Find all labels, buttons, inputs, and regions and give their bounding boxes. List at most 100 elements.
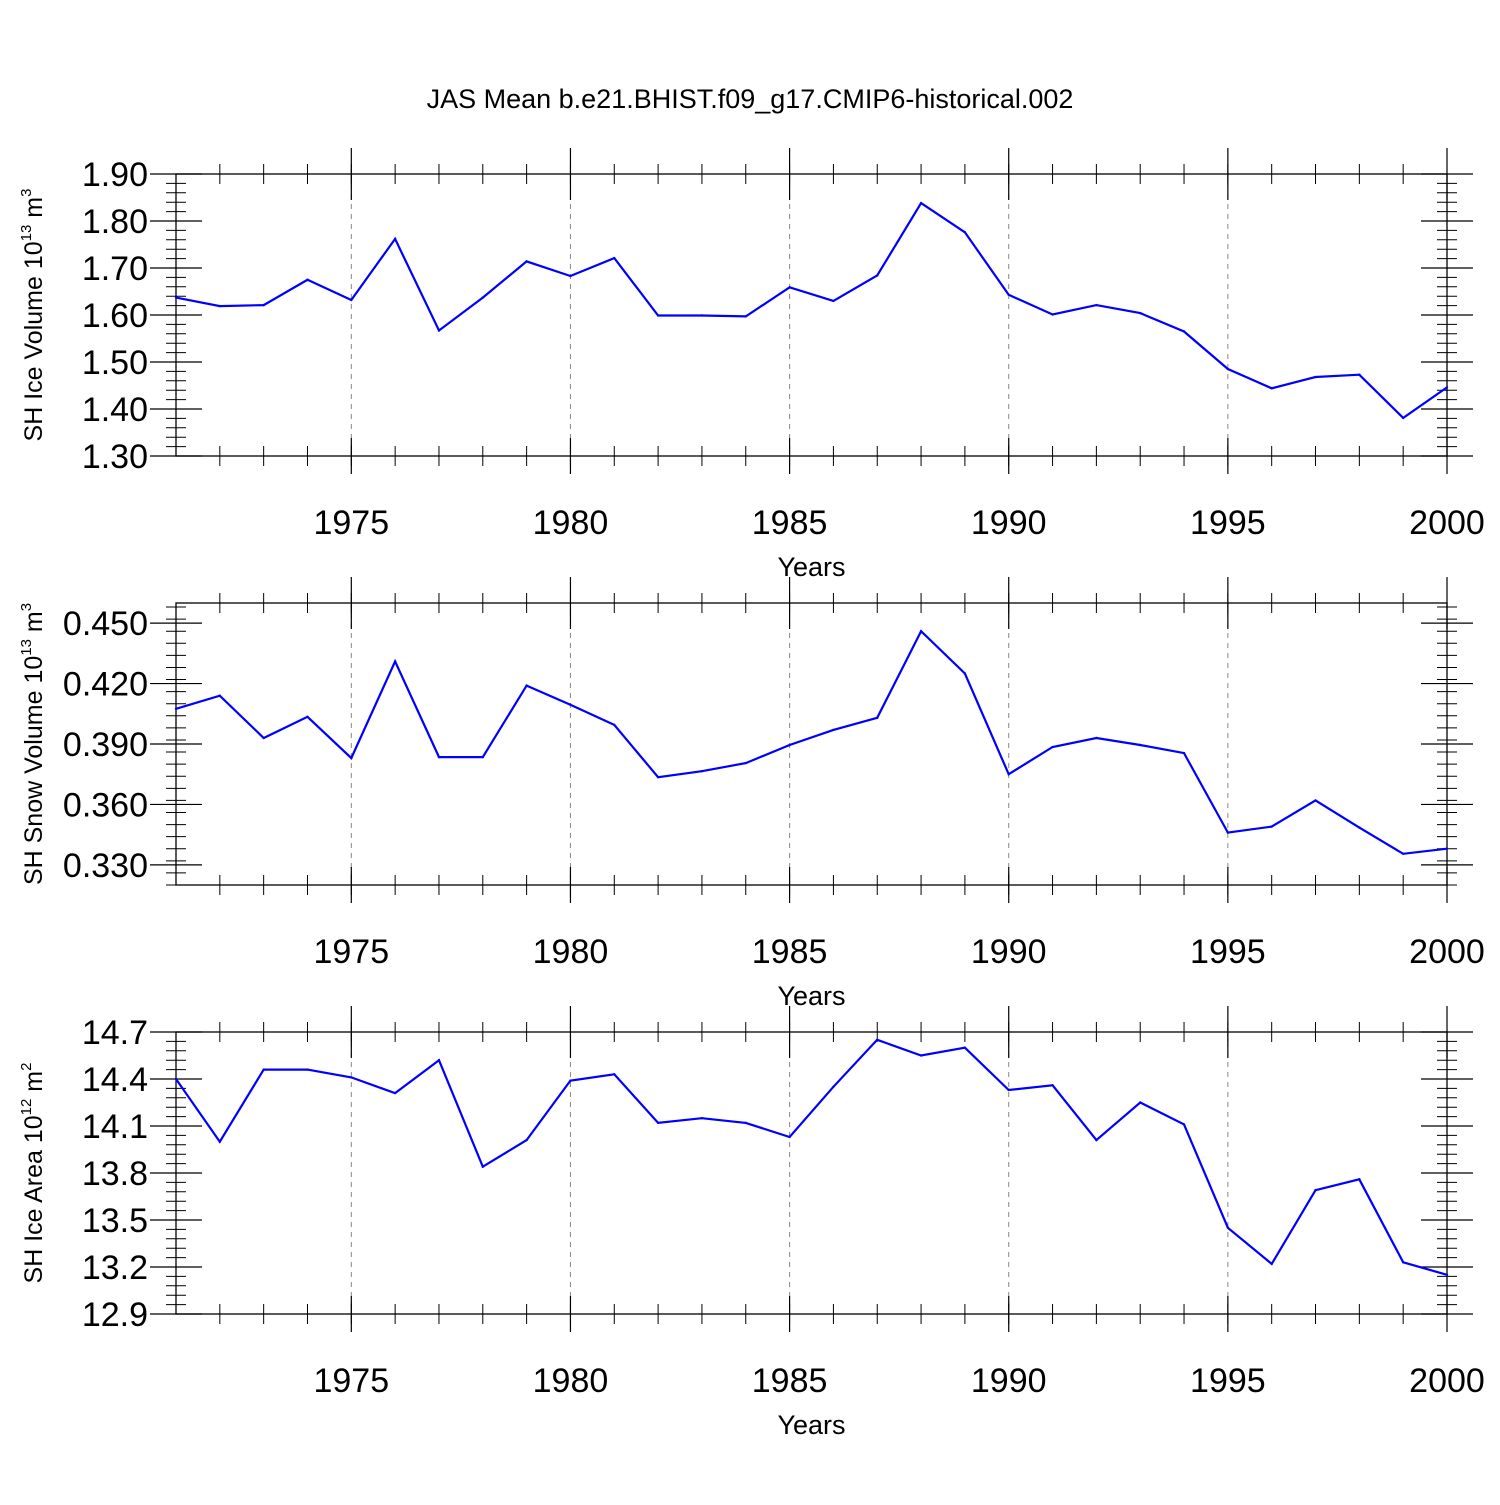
data-point (1358, 826, 1361, 829)
y-tick-label: 14.1 (82, 1108, 148, 1146)
data-point (744, 1121, 747, 1125)
data-point (1314, 799, 1317, 802)
x-tick-label: 1995 (1190, 1362, 1266, 1400)
data-point (306, 278, 309, 281)
data-point (262, 736, 265, 740)
data-point (1182, 1123, 1186, 1126)
data-point (1139, 1101, 1142, 1104)
data-point (1007, 1088, 1010, 1092)
series-line (175, 201, 1448, 420)
data-point (700, 769, 704, 773)
y-tick-label: 0.450 (63, 605, 148, 643)
plot-frame (175, 173, 1448, 457)
data-point (963, 672, 967, 675)
y-axis-title-main: SH Ice Area 10 (20, 1115, 48, 1283)
y-tick-label: 0.420 (63, 666, 148, 704)
data-point (876, 274, 879, 277)
data-point (656, 1121, 660, 1125)
data-point (525, 684, 528, 687)
x-tick-label: 2000 (1409, 1362, 1485, 1400)
data-point (306, 1068, 309, 1071)
x-tick-label: 1990 (971, 933, 1047, 971)
y-axis-title: SH Ice Volume 1013 m3 (18, 189, 48, 442)
x-tick-label: 1985 (752, 504, 828, 542)
data-point (876, 716, 879, 720)
data-point (262, 303, 265, 307)
data-point (1314, 375, 1317, 379)
data-point (919, 630, 923, 633)
y-tick-label: 1.40 (82, 391, 148, 429)
data-point (1139, 311, 1142, 315)
data-point (393, 660, 397, 663)
y-axis-title: SH Ice Area 1012 m2 (18, 1063, 48, 1284)
y-axis-title-exponent: 13 (18, 225, 35, 242)
data-point (218, 694, 222, 697)
y-tick-label: 0.390 (63, 726, 148, 764)
y-tick-label: 0.330 (63, 847, 148, 885)
data-point (1051, 313, 1054, 316)
data-point (613, 723, 616, 727)
data-point (1095, 736, 1098, 740)
data-point (437, 1059, 441, 1062)
data-point (174, 296, 178, 299)
data-point (393, 237, 397, 241)
data-point (1270, 387, 1273, 390)
y-tick-label: 1.30 (82, 438, 148, 476)
data-point (1182, 330, 1186, 333)
data-point (569, 1079, 572, 1082)
data-point (1401, 852, 1405, 855)
data-point (481, 296, 484, 299)
data-point (919, 201, 923, 205)
data-point (876, 1038, 879, 1042)
series-line (175, 629, 1448, 855)
data-point (963, 1046, 967, 1049)
data-point (569, 274, 572, 278)
data-point (744, 315, 747, 318)
data-point (218, 304, 222, 308)
data-point (174, 1077, 178, 1081)
data-point (788, 286, 791, 289)
data-point (613, 1073, 616, 1076)
data-point (393, 1091, 397, 1095)
data-point (1314, 1189, 1317, 1192)
data-point (744, 761, 747, 765)
data-point (218, 1140, 222, 1143)
x-tick-label: 1980 (533, 933, 609, 971)
data-point (963, 231, 967, 234)
x-tick-label: 1980 (533, 504, 609, 542)
data-point (656, 314, 660, 317)
x-tick-label: 1995 (1190, 933, 1266, 971)
data-point (569, 703, 572, 706)
y-axis-title-unit: m (20, 1071, 48, 1099)
data-point (1445, 847, 1449, 850)
data-point (1270, 825, 1273, 828)
panels: 1.30 1.40 1.50 1.60 1.70 1.80 1.90 1975 1980 1985… (18, 148, 1485, 1440)
data-point (1226, 367, 1230, 371)
x-tick-label: 1975 (313, 504, 389, 542)
y-axis-title-exponent: 13 (18, 639, 35, 656)
data-point (350, 1076, 353, 1079)
data-point (700, 314, 704, 317)
data-point (1095, 1138, 1098, 1142)
y-axis-title-unit-exponent: 3 (18, 603, 35, 611)
data-point (1226, 1226, 1230, 1230)
y-tick-label: 1.70 (82, 250, 148, 288)
y-tick-label: 1.90 (82, 156, 148, 194)
data-point (350, 298, 353, 302)
data-point (1226, 831, 1230, 834)
figure-title: JAS Mean b.e21.BHIST.f09_g17.CMIP6-histo… (427, 84, 1074, 114)
data-point (1182, 751, 1186, 755)
y-axis-title: SH Snow Volume 1013 m3 (18, 603, 48, 885)
data-point (306, 715, 309, 719)
x-axis-title: Years (777, 552, 845, 582)
data-point (1445, 386, 1449, 389)
x-tick-label: 1985 (752, 1362, 828, 1400)
data-point (1007, 293, 1010, 296)
panel-1: 1.30 1.40 1.50 1.60 1.70 1.80 1.90 1975 1980 1985… (18, 148, 1485, 582)
y-axis-title-main: SH Snow Volume 10 (20, 656, 48, 885)
data-point (1139, 743, 1142, 747)
plot-frame (175, 1031, 1448, 1315)
x-tick-label: 2000 (1409, 504, 1485, 542)
y-tick-label: 1.80 (82, 203, 148, 241)
x-tick-label: 1985 (752, 933, 828, 971)
